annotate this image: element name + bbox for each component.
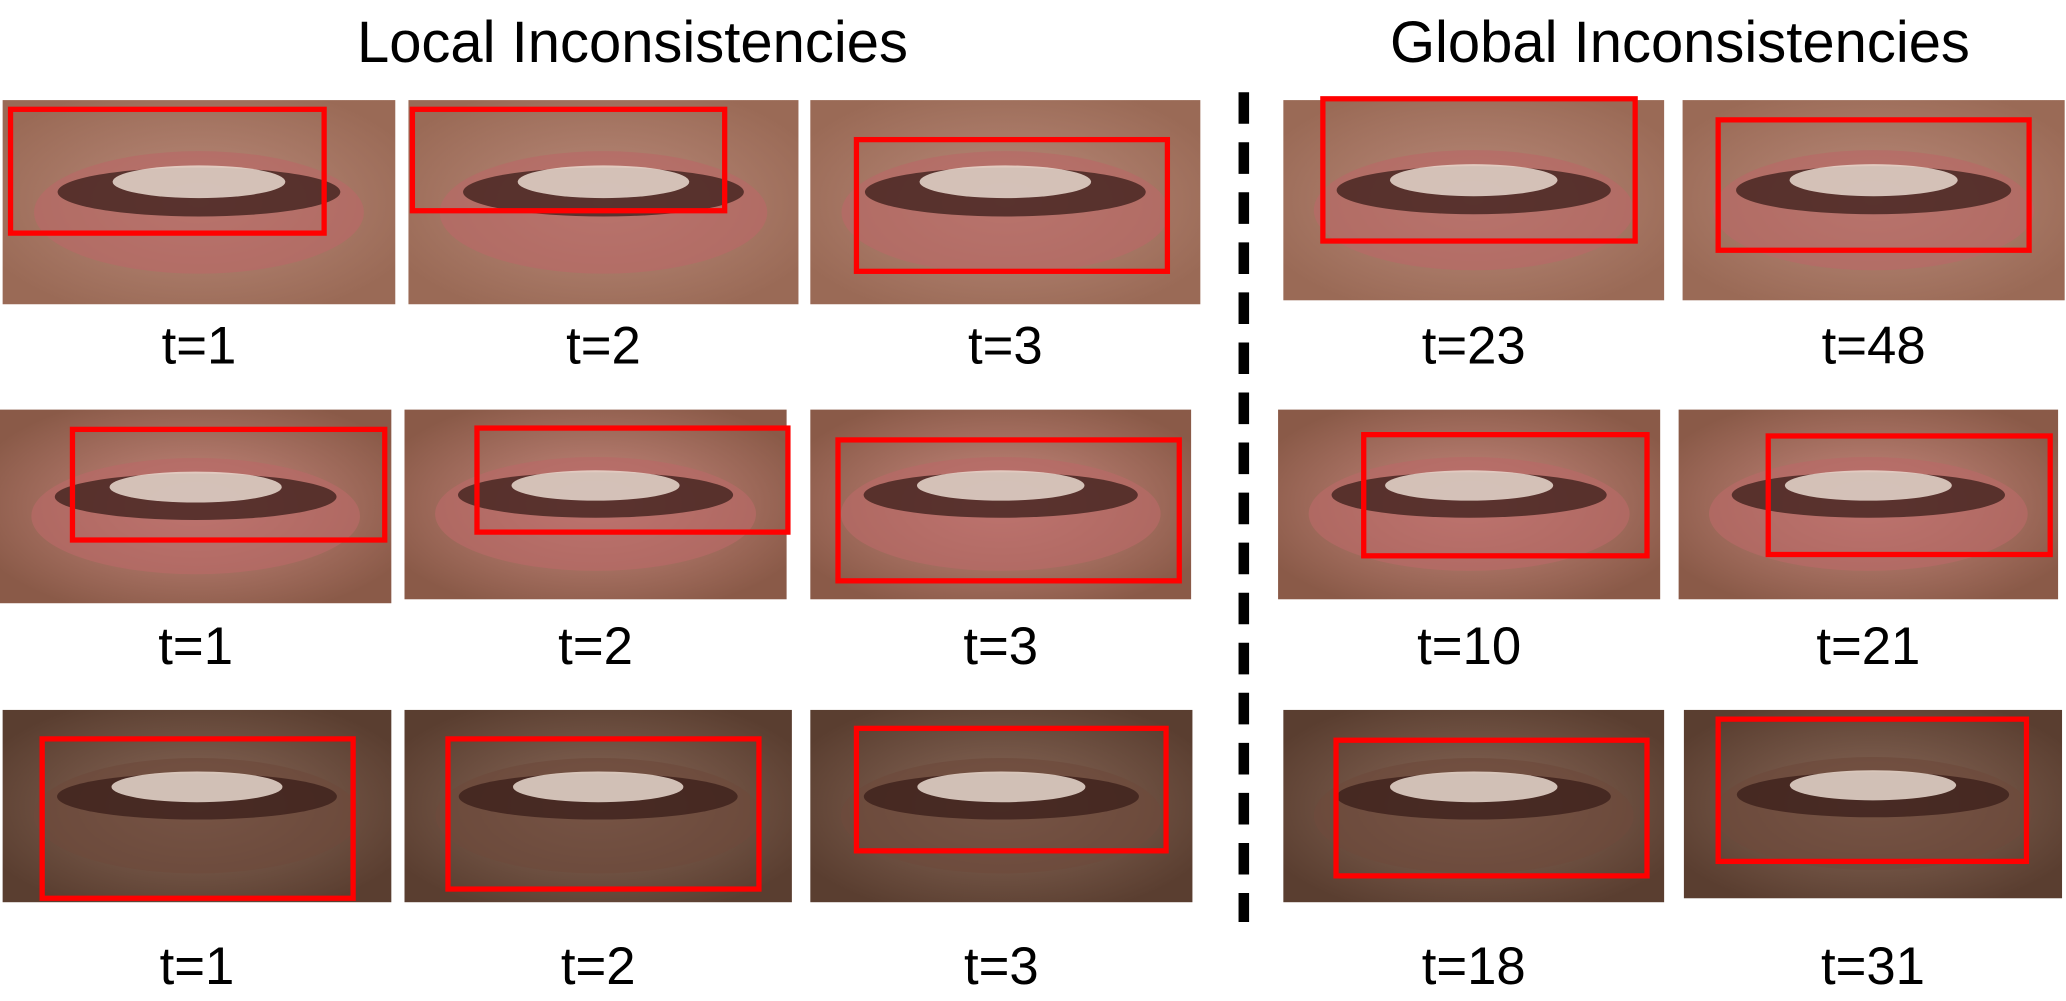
highlight-box [1320, 96, 1638, 244]
highlight-box [474, 425, 791, 535]
teeth [916, 470, 1085, 501]
highlight-box [445, 736, 762, 892]
teeth [1784, 470, 1952, 501]
teeth [1385, 470, 1554, 501]
teeth [1389, 164, 1558, 197]
teeth [512, 771, 684, 803]
time-label: t=18 [1422, 937, 1526, 996]
teeth [1789, 164, 1958, 197]
highlight-box [1333, 737, 1650, 879]
time-label: t=48 [1822, 317, 1926, 376]
global-title: Global Inconsistencies [1390, 11, 1970, 75]
highlight-box [853, 725, 1169, 854]
highlight-box [1765, 433, 2053, 558]
teeth [109, 471, 282, 503]
time-label: t=3 [963, 617, 1038, 676]
teeth [919, 165, 1092, 199]
highlight-box [1715, 117, 2032, 253]
teeth [517, 165, 690, 199]
teeth [112, 165, 286, 199]
teeth [917, 771, 1086, 803]
teeth [1789, 770, 1957, 801]
teeth [511, 470, 680, 501]
time-label: t=2 [561, 937, 636, 996]
local-title: Local Inconsistencies [357, 11, 908, 75]
time-label: t=2 [566, 317, 641, 376]
time-label: t=10 [1417, 617, 1521, 676]
time-label: t=1 [158, 617, 233, 676]
time-label: t=21 [1816, 617, 1920, 676]
time-label: t=1 [160, 937, 235, 996]
highlight-box [409, 106, 728, 214]
highlight-box [39, 736, 356, 901]
highlight-box [1361, 432, 1650, 559]
teeth [111, 771, 283, 803]
time-label: t=2 [558, 617, 633, 676]
time-label: t=23 [1422, 317, 1526, 376]
time-label: t=3 [964, 937, 1039, 996]
highlight-box [7, 106, 327, 236]
teeth [1389, 771, 1558, 803]
time-label: t=1 [162, 317, 237, 376]
highlight-box [1715, 716, 2030, 865]
time-label: t=31 [1821, 937, 1925, 996]
time-label: t=3 [968, 317, 1043, 376]
highlight-box [853, 136, 1171, 274]
highlight-box [835, 437, 1182, 584]
highlight-box [69, 426, 388, 543]
